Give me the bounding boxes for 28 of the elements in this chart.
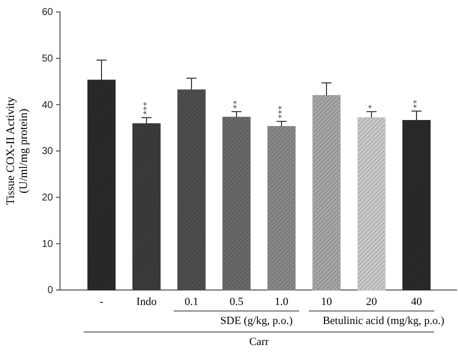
annotation: * xyxy=(367,104,378,109)
y-tick-label: 20 xyxy=(42,192,54,204)
y-tick-label: 30 xyxy=(42,146,54,158)
x-tick-label: 40 xyxy=(411,296,422,308)
y-tick-label: 60 xyxy=(42,7,54,18)
x-tick-label: Indo xyxy=(136,296,158,308)
y-tick-label: 50 xyxy=(42,54,54,65)
bar xyxy=(222,116,251,290)
text: SDE (g/kg, p.o.) xyxy=(220,315,294,327)
y-tick-label: 0 xyxy=(47,285,54,296)
x-tick-label: - xyxy=(100,296,104,308)
x-tick-label: 20 xyxy=(366,296,378,308)
annotation: *** xyxy=(142,101,153,115)
x-tick-label: 10 xyxy=(321,296,332,308)
y-tick-label: 10 xyxy=(42,238,54,250)
annotation: ** xyxy=(232,100,243,109)
x-tick-label: 1.0 xyxy=(274,296,289,308)
x-tick-label: 0.5 xyxy=(230,296,244,308)
y-axis-title: Tissue COX-II Activity (U/ml/mg protein) xyxy=(5,96,30,206)
text: Carr xyxy=(249,336,270,348)
text: Betulinic acid (mg/kg, p.o.) xyxy=(322,315,445,327)
bar xyxy=(312,95,341,290)
bar xyxy=(267,126,296,290)
y-tick-label: 40 xyxy=(42,100,54,111)
annotation: ** xyxy=(412,99,423,108)
bar xyxy=(357,117,386,290)
x-tick-label: 0.1 xyxy=(184,296,198,308)
annotation: *** xyxy=(277,105,288,118)
